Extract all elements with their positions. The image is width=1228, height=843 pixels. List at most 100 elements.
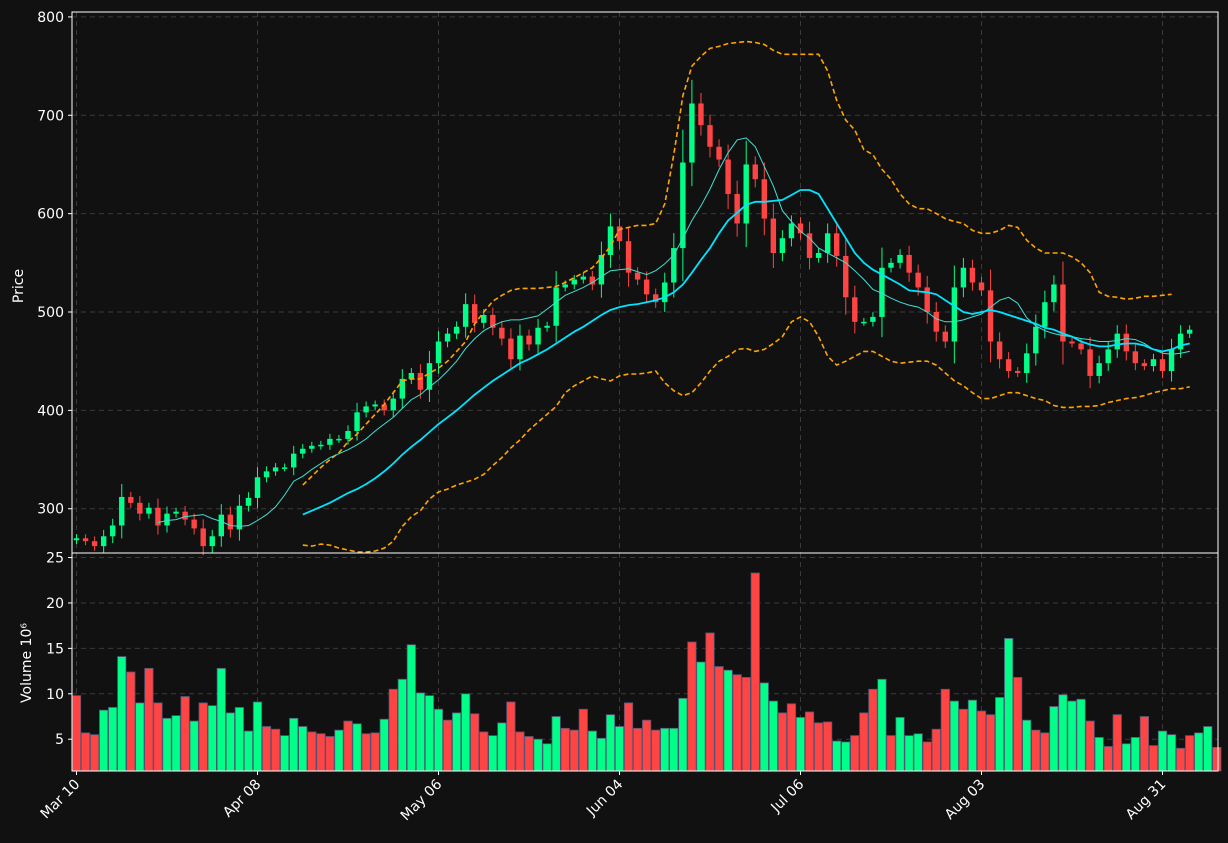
volume-bar bbox=[732, 674, 742, 772]
candle-body bbox=[164, 513, 170, 526]
candle-body bbox=[942, 331, 948, 342]
candle-body bbox=[399, 378, 405, 399]
volume-bar bbox=[415, 692, 426, 772]
volume-bar bbox=[1022, 719, 1032, 772]
volume-bar bbox=[243, 730, 254, 772]
candle-body bbox=[643, 279, 650, 295]
volume-axis-label: Volume 10⁶ bbox=[19, 623, 35, 703]
candle-body bbox=[119, 496, 125, 526]
volume-bar bbox=[786, 703, 797, 772]
volume-bar bbox=[442, 719, 453, 772]
candle-body bbox=[616, 226, 623, 242]
volume-bar bbox=[388, 688, 398, 772]
candle-body bbox=[218, 514, 224, 537]
volume-bar bbox=[198, 702, 208, 772]
candle-body bbox=[227, 514, 234, 530]
candle-body bbox=[1069, 341, 1075, 344]
candle-body bbox=[381, 404, 387, 411]
candle-body bbox=[254, 477, 261, 498]
candle-body bbox=[73, 538, 80, 541]
volume-bar bbox=[1139, 716, 1149, 772]
volume-bar bbox=[614, 726, 625, 772]
candle-body bbox=[82, 538, 89, 542]
candle-body bbox=[861, 321, 867, 324]
volume-bar bbox=[1130, 736, 1140, 772]
candle-body bbox=[761, 179, 767, 219]
candle-body bbox=[200, 528, 206, 547]
candle-body bbox=[933, 312, 939, 332]
candle-body bbox=[797, 223, 804, 234]
volume-ytick-label: 15 bbox=[46, 641, 64, 657]
volume-bar bbox=[488, 735, 498, 772]
candle-body bbox=[236, 505, 243, 530]
candle-body bbox=[571, 279, 577, 285]
candle-body bbox=[1096, 363, 1102, 376]
candle-body bbox=[1060, 284, 1066, 342]
candle-body bbox=[815, 252, 822, 258]
candle-body bbox=[517, 335, 523, 360]
volume-bar bbox=[479, 731, 489, 772]
candle-body bbox=[417, 372, 424, 390]
candle-body bbox=[1078, 343, 1084, 350]
price-ytick-label: 800 bbox=[37, 10, 64, 26]
volume-bar bbox=[270, 728, 281, 772]
candle-body bbox=[580, 276, 586, 280]
volume-bar bbox=[922, 741, 932, 772]
volume-bar bbox=[660, 727, 670, 772]
volume-bar bbox=[1103, 746, 1113, 772]
volume-bar bbox=[1067, 700, 1077, 772]
lower-band-line bbox=[302, 315, 1190, 553]
volume-bar bbox=[506, 701, 516, 772]
volume-bar bbox=[759, 682, 769, 772]
volume-bar bbox=[542, 743, 552, 772]
upper-band-line bbox=[302, 40, 1172, 486]
volume-bar bbox=[424, 695, 435, 772]
price-ytick-label: 300 bbox=[37, 502, 64, 518]
volume-bar bbox=[379, 718, 389, 772]
volume-bar bbox=[189, 720, 199, 772]
candle-body bbox=[191, 519, 197, 529]
price-ytick-label: 700 bbox=[37, 108, 64, 124]
candle-body bbox=[996, 341, 1003, 360]
volume-bar bbox=[551, 716, 561, 772]
volume-bar bbox=[117, 656, 127, 772]
volume-bar bbox=[587, 730, 597, 772]
candle-body bbox=[472, 304, 478, 323]
candle-body bbox=[589, 276, 596, 285]
volume-bar bbox=[804, 711, 815, 772]
volume-bar bbox=[823, 721, 833, 772]
volume-panel-frame bbox=[71, 552, 1219, 772]
volume-bar bbox=[850, 735, 860, 772]
volume-bar bbox=[651, 729, 661, 772]
volume-panel: 5 10 15 20 25 bbox=[46, 551, 1222, 772]
volume-bar bbox=[1166, 734, 1177, 772]
volume-bar bbox=[578, 708, 588, 772]
volume-bar bbox=[768, 700, 778, 772]
volume-bar bbox=[841, 741, 851, 772]
candle-body bbox=[625, 241, 632, 273]
candle-body bbox=[1123, 333, 1129, 352]
candle-body bbox=[806, 233, 813, 258]
candle-body bbox=[481, 314, 487, 323]
candle-body bbox=[951, 287, 958, 342]
volume-bar bbox=[1076, 698, 1086, 772]
candle-body bbox=[680, 162, 686, 249]
candle-body bbox=[309, 445, 315, 449]
candle-body bbox=[535, 327, 541, 345]
volume-bar bbox=[1185, 735, 1195, 772]
candle-body bbox=[336, 438, 342, 441]
candle-body bbox=[734, 193, 740, 224]
volume-bar bbox=[144, 667, 154, 772]
candle-body bbox=[453, 326, 460, 334]
candle-body bbox=[263, 471, 270, 478]
candle-body bbox=[462, 304, 469, 327]
volume-bar bbox=[497, 722, 507, 772]
candle-body bbox=[128, 496, 134, 503]
candle-body bbox=[245, 497, 252, 506]
volume-bar bbox=[886, 735, 896, 772]
volume-bar bbox=[99, 709, 109, 772]
candle-body bbox=[987, 290, 994, 342]
volume-bar bbox=[913, 733, 923, 772]
volume-bar bbox=[1004, 637, 1014, 772]
volume-bar bbox=[207, 705, 217, 772]
